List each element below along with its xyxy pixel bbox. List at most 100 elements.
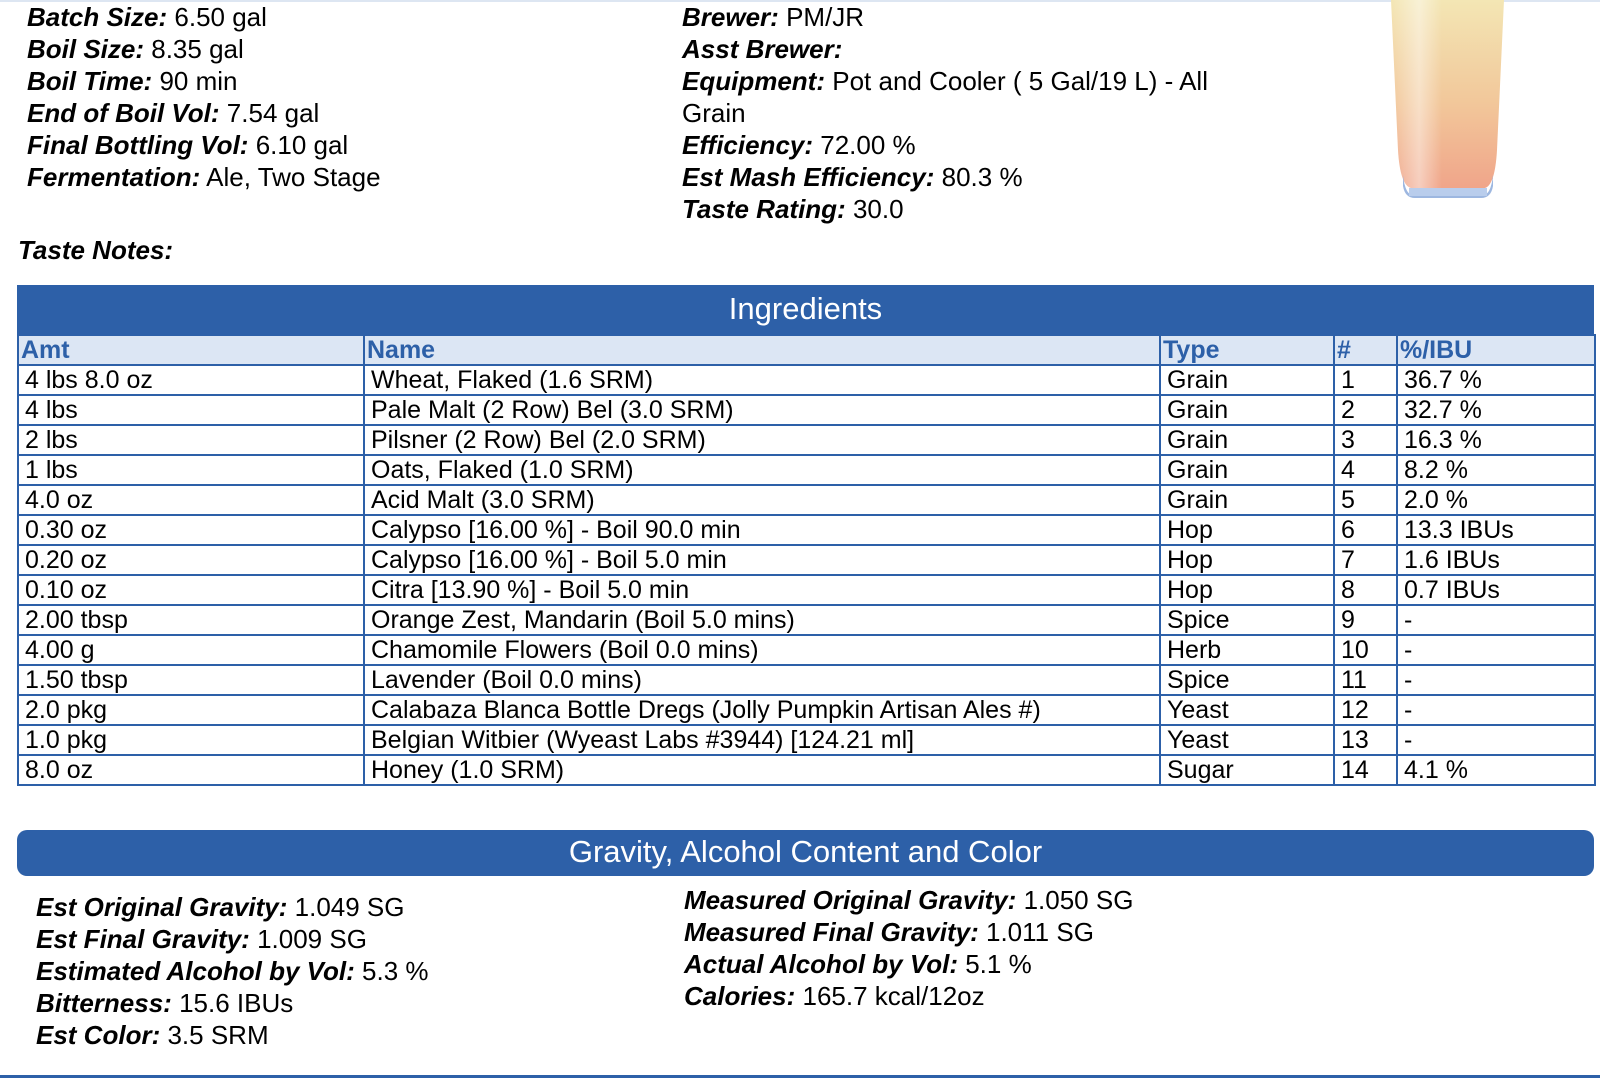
field-value: 7.54 gal bbox=[226, 98, 320, 128]
cell-amt: 1.50 tbsp bbox=[17, 664, 365, 696]
cell-number: 3 bbox=[1333, 424, 1398, 456]
field-value: 80.3 % bbox=[941, 162, 1023, 192]
cell-name: Belgian Witbier (Wyeast Labs #3944) [124… bbox=[363, 724, 1161, 756]
field-value: 5.3 % bbox=[362, 956, 429, 986]
table-header-row: Amt Name Type # %/IBU bbox=[17, 334, 1596, 366]
cell-type: Grain bbox=[1159, 424, 1335, 456]
cell-number: 7 bbox=[1333, 544, 1398, 576]
cell-percent-ibu: 16.3 % bbox=[1396, 424, 1596, 456]
cell-amt: 0.20 oz bbox=[17, 544, 365, 576]
cell-number: 1 bbox=[1333, 364, 1398, 396]
field-value: 5.1 % bbox=[965, 949, 1032, 979]
cell-type: Hop bbox=[1159, 574, 1335, 606]
column-header-amt: Amt bbox=[17, 334, 365, 366]
measured-final-gravity-field: Measured Final Gravity: 1.011 SG bbox=[684, 916, 1094, 948]
cell-name: Oats, Flaked (1.0 SRM) bbox=[363, 454, 1161, 486]
cell-number: 5 bbox=[1333, 484, 1398, 516]
field-label: Bitterness: bbox=[36, 988, 172, 1018]
cell-amt: 8.0 oz bbox=[17, 754, 365, 786]
cell-amt: 4.0 oz bbox=[17, 484, 365, 516]
calories-field: Calories: 165.7 kcal/12oz bbox=[684, 980, 985, 1012]
field-value: 30.0 bbox=[852, 194, 904, 224]
field-label: Calories: bbox=[684, 981, 796, 1011]
field-value: 15.6 IBUs bbox=[179, 988, 294, 1018]
table-row: 2.00 tbsp Orange Zest, Mandarin (Boil 5.… bbox=[17, 604, 1596, 636]
cell-percent-ibu: 36.7 % bbox=[1396, 364, 1596, 396]
cell-percent-ibu: 1.6 IBUs bbox=[1396, 544, 1596, 576]
field-label: Est Original Gravity: bbox=[36, 892, 288, 922]
bottom-divider bbox=[0, 1075, 1600, 1078]
field-value: 3.5 SRM bbox=[167, 1020, 269, 1050]
field-label: Boil Time: bbox=[27, 66, 153, 96]
field-label: Estimated Alcohol by Vol: bbox=[36, 956, 355, 986]
cell-name: Pale Malt (2 Row) Bel (3.0 SRM) bbox=[363, 394, 1161, 426]
cell-percent-ibu: - bbox=[1396, 664, 1596, 696]
field-value: 1.049 SG bbox=[294, 892, 405, 922]
cell-number: 12 bbox=[1333, 694, 1398, 726]
cell-number: 8 bbox=[1333, 574, 1398, 606]
column-header-percent-ibu: %/IBU bbox=[1396, 334, 1596, 366]
field-value: 1.011 SG bbox=[986, 917, 1094, 947]
table-row: 2 lbs Pilsner (2 Row) Bel (2.0 SRM) Grai… bbox=[17, 424, 1596, 456]
boil-time-field: Boil Time: 90 min bbox=[27, 65, 237, 97]
cell-percent-ibu: 32.7 % bbox=[1396, 394, 1596, 426]
ingredients-header: Ingredients bbox=[17, 285, 1594, 334]
field-label: Actual Alcohol by Vol: bbox=[684, 949, 958, 979]
cell-percent-ibu: 13.3 IBUs bbox=[1396, 514, 1596, 546]
cell-percent-ibu: - bbox=[1396, 634, 1596, 666]
cell-percent-ibu: - bbox=[1396, 724, 1596, 756]
cell-type: Grain bbox=[1159, 364, 1335, 396]
field-value: 90 min bbox=[159, 66, 238, 96]
table-row: 0.10 oz Citra [13.90 %] - Boil 5.0 min H… bbox=[17, 574, 1596, 606]
cell-percent-ibu: - bbox=[1396, 604, 1596, 636]
cell-number: 10 bbox=[1333, 634, 1398, 666]
est-color-field: Est Color: 3.5 SRM bbox=[36, 1019, 269, 1051]
batch-size-field: Batch Size: 6.50 gal bbox=[27, 1, 267, 33]
table-row: 4 lbs 8.0 oz Wheat, Flaked (1.6 SRM) Gra… bbox=[17, 364, 1596, 396]
field-value: 6.50 gal bbox=[174, 2, 267, 32]
taste-rating-field: Taste Rating: 30.0 bbox=[682, 193, 904, 225]
field-value: 6.10 gal bbox=[255, 130, 349, 160]
cell-percent-ibu: 0.7 IBUs bbox=[1396, 574, 1596, 606]
cell-name: Pilsner (2 Row) Bel (2.0 SRM) bbox=[363, 424, 1161, 456]
field-value: 1.050 SG bbox=[1023, 885, 1134, 915]
estimated-abv-field: Estimated Alcohol by Vol: 5.3 % bbox=[36, 955, 429, 987]
efficiency-field: Efficiency: 72.00 % bbox=[682, 129, 916, 161]
cell-name: Calypso [16.00 %] - Boil 90.0 min bbox=[363, 514, 1161, 546]
table-row: 1.50 tbsp Lavender (Boil 0.0 mins) Spice… bbox=[17, 664, 1596, 696]
table-row: 1.0 pkg Belgian Witbier (Wyeast Labs #39… bbox=[17, 724, 1596, 756]
beer-glass-icon bbox=[1385, 0, 1510, 200]
cell-amt: 1.0 pkg bbox=[17, 724, 365, 756]
equipment-field-continued: Grain bbox=[682, 97, 746, 129]
final-bottling-vol-field: Final Bottling Vol: 6.10 gal bbox=[27, 129, 348, 161]
cell-amt: 2.0 pkg bbox=[17, 694, 365, 726]
field-label: Measured Final Gravity: bbox=[684, 917, 979, 947]
cell-amt: 4 lbs bbox=[17, 394, 365, 426]
top-divider bbox=[0, 0, 1600, 2]
end-of-boil-vol-field: End of Boil Vol: 7.54 gal bbox=[27, 97, 319, 129]
cell-percent-ibu: 8.2 % bbox=[1396, 454, 1596, 486]
cell-number: 4 bbox=[1333, 454, 1398, 486]
cell-type: Grain bbox=[1159, 454, 1335, 486]
table-row: 1 lbs Oats, Flaked (1.0 SRM) Grain 4 8.2… bbox=[17, 454, 1596, 486]
field-label: Equipment: bbox=[682, 66, 825, 96]
ingredients-table: Amt Name Type # %/IBU 4 lbs 8.0 oz Wheat… bbox=[17, 334, 1596, 786]
cell-amt: 1 lbs bbox=[17, 454, 365, 486]
field-value: 1.009 SG bbox=[257, 924, 367, 954]
cell-number: 11 bbox=[1333, 664, 1398, 696]
bitterness-field: Bitterness: 15.6 IBUs bbox=[36, 987, 293, 1019]
est-mash-efficiency-field: Est Mash Efficiency: 80.3 % bbox=[682, 161, 1023, 193]
field-label: Est Mash Efficiency: bbox=[682, 162, 935, 192]
cell-amt: 2.00 tbsp bbox=[17, 604, 365, 636]
column-header-number: # bbox=[1333, 334, 1398, 366]
column-header-type: Type bbox=[1159, 334, 1335, 366]
cell-name: Orange Zest, Mandarin (Boil 5.0 mins) bbox=[363, 604, 1161, 636]
cell-name: Citra [13.90 %] - Boil 5.0 min bbox=[363, 574, 1161, 606]
cell-name: Honey (1.0 SRM) bbox=[363, 754, 1161, 786]
field-value: 165.7 kcal/12oz bbox=[802, 981, 985, 1011]
fermentation-field: Fermentation: Ale, Two Stage bbox=[27, 161, 381, 193]
table-row: 0.30 oz Calypso [16.00 %] - Boil 90.0 mi… bbox=[17, 514, 1596, 546]
field-label: Batch Size: bbox=[27, 2, 168, 32]
field-label: Boil Size: bbox=[27, 34, 145, 64]
